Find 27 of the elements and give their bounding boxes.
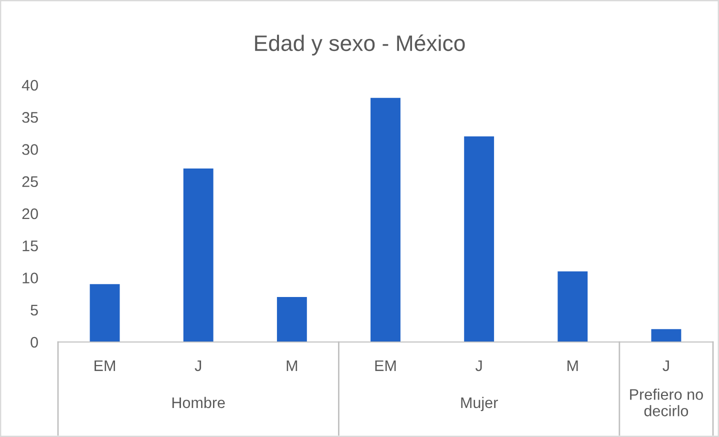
- x-tick-label: J: [662, 360, 669, 372]
- x-tick-label: J: [475, 360, 482, 372]
- y-tick-label: 20: [22, 208, 38, 220]
- x-tick-label: EM: [375, 360, 396, 371]
- chart-title: Edad y sexo - México: [255, 34, 465, 56]
- bar: [90, 284, 120, 342]
- x-tick-label: M: [286, 360, 298, 371]
- x-tick-label: EM: [94, 360, 115, 371]
- y-tick-label: 25: [22, 176, 38, 188]
- y-tick-label: 0: [30, 336, 38, 348]
- text: Prefiero no decirlo: [630, 388, 703, 416]
- y-tick-label: 15: [22, 240, 38, 252]
- y-tick-label: 35: [22, 112, 38, 123]
- text: Hombre: [172, 396, 225, 408]
- y-tick-label: 5: [30, 304, 38, 316]
- text: Mujer: [461, 396, 498, 412]
- bar: [651, 329, 682, 342]
- y-tick-label: 40: [22, 80, 38, 91]
- x-tick-label: M: [568, 360, 578, 371]
- bar: [370, 98, 400, 342]
- bar: [276, 297, 307, 342]
- bar: [183, 168, 214, 342]
- x-tick-label: J: [194, 360, 202, 372]
- y-tick-label: 30: [22, 144, 38, 155]
- bar: [464, 136, 494, 342]
- bar: [558, 271, 588, 342]
- y-tick-label: 10: [22, 272, 38, 284]
